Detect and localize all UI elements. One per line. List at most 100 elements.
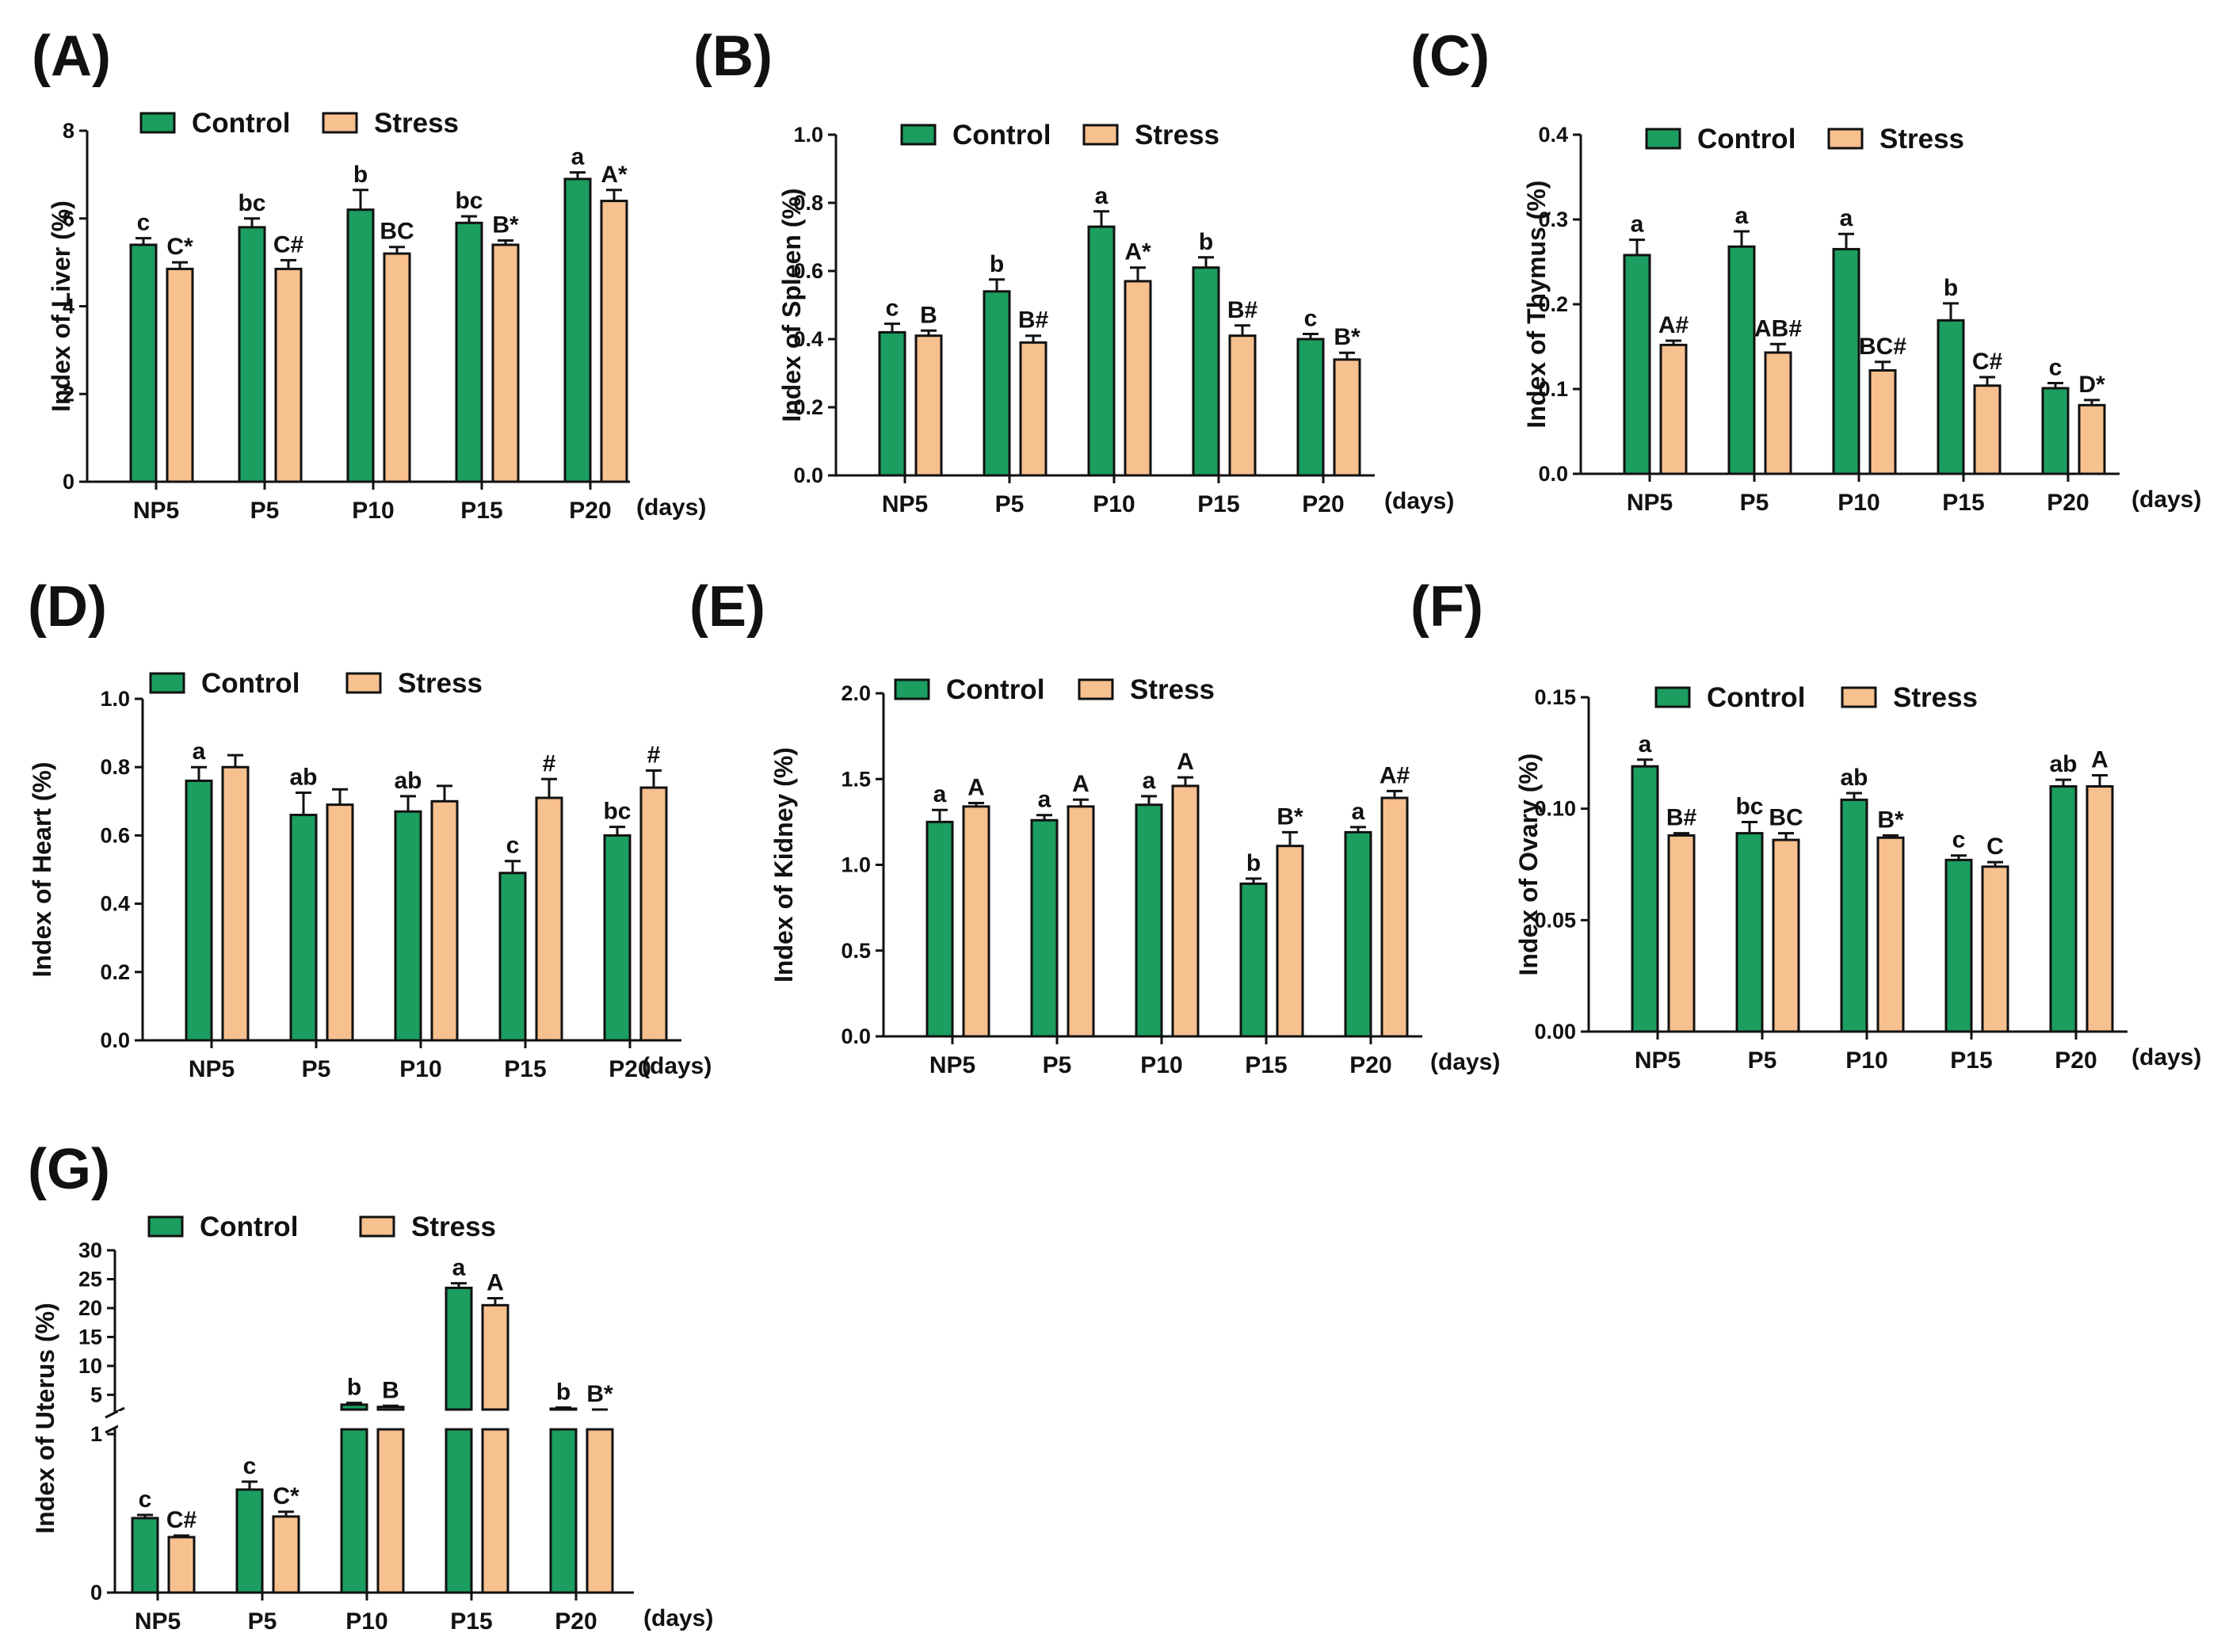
y-tick-label: 0.8 bbox=[793, 191, 823, 215]
bar-control-p10 bbox=[1087, 225, 1116, 477]
bar-control-p10 bbox=[346, 208, 375, 483]
x-tick-label: P5 bbox=[248, 1608, 277, 1635]
bar-control-p5 bbox=[1030, 818, 1059, 1038]
x-tick-label: P15 bbox=[1245, 1052, 1287, 1078]
legend-label-control: Control bbox=[201, 668, 300, 699]
significance-label: A* bbox=[601, 162, 628, 188]
x-tick-label: NP5 bbox=[929, 1052, 975, 1078]
legend-swatch-control bbox=[149, 672, 185, 694]
significance-label: ab bbox=[394, 768, 422, 794]
y-tick-label: 1.0 bbox=[841, 853, 871, 877]
significance-label: B* bbox=[586, 1381, 613, 1407]
y-tick-label: 8 bbox=[63, 119, 74, 143]
bar-control-p5 bbox=[983, 290, 1011, 477]
legend-swatch-stress bbox=[1078, 678, 1114, 700]
chart-panel-f: (F) Control Stress 0.00 0.05 0.10 0.15 Index of… bbox=[1410, 575, 2201, 1074]
significance-label: A bbox=[1072, 771, 1090, 797]
x-tick-label: NP5 bbox=[135, 1608, 181, 1635]
y-tick-label: 0.6 bbox=[793, 259, 823, 283]
significance-label: a bbox=[1840, 205, 1853, 231]
bar-control-p20 bbox=[2049, 785, 2078, 1033]
x-tick-label: P10 bbox=[1837, 490, 1879, 516]
significance-label: a bbox=[1631, 212, 1644, 238]
bar-stress-p10 bbox=[1124, 280, 1152, 477]
significance-label: AB# bbox=[1754, 315, 1802, 341]
significance-label: a bbox=[1038, 787, 1051, 813]
x-tick-label: P15 bbox=[1942, 490, 1984, 516]
bar-control-p15 bbox=[1239, 882, 1268, 1038]
panel-label: (D) bbox=[28, 575, 107, 639]
x-tick-label: P10 bbox=[1140, 1052, 1182, 1078]
y-tick-label: 1.5 bbox=[841, 767, 871, 791]
chart-panel-g: (G) Control Stress 5 10 15 20 25 30 0 1 Index of Ut… bbox=[28, 1138, 713, 1635]
x-axis-unit: (days) bbox=[1384, 488, 1454, 514]
bar-stress-p20 bbox=[600, 200, 628, 483]
x-tick-label: P5 bbox=[302, 1056, 331, 1082]
y-tick-label: 0.2 bbox=[793, 395, 823, 419]
panel-label: (G) bbox=[28, 1138, 110, 1201]
chart-panel-c: (C) Control Stress 0.0 0.1 0.2 0.3 0.4 Index of … bbox=[1410, 25, 2201, 516]
legend-swatch-control bbox=[894, 678, 930, 700]
x-tick-label: NP5 bbox=[1635, 1047, 1681, 1074]
y-axis-title: Index of Uterus (%) bbox=[31, 1303, 59, 1534]
significance-label: b bbox=[1246, 850, 1261, 876]
y-tick-label: 0.00 bbox=[1534, 1020, 1576, 1043]
x-tick-label: P5 bbox=[1748, 1047, 1777, 1074]
significance-label: a bbox=[571, 144, 585, 170]
bar-stress-p15 bbox=[481, 1428, 509, 1594]
bar-stress-p20 bbox=[2078, 403, 2106, 475]
significance-label: c bbox=[1952, 827, 1966, 853]
significance-label: A bbox=[1177, 749, 1194, 775]
legend-swatch-control bbox=[1645, 128, 1681, 150]
y-tick-label: 0.0 bbox=[100, 1028, 130, 1052]
panel-label: (E) bbox=[689, 575, 765, 639]
panel-label: (A) bbox=[32, 25, 111, 88]
bar-stress-p15 bbox=[1276, 845, 1304, 1038]
x-tick-label: P15 bbox=[460, 498, 502, 524]
legend-label-control: Control bbox=[946, 674, 1044, 705]
x-tick-label: P15 bbox=[1197, 491, 1239, 517]
legend-swatch-stress bbox=[1841, 686, 1877, 708]
bar-stress-np5 bbox=[914, 334, 943, 477]
significance-label: b bbox=[556, 1379, 571, 1405]
significance-label: C* bbox=[273, 1483, 300, 1509]
bar-control-p10 bbox=[1832, 247, 1860, 475]
significance-label: B# bbox=[1227, 297, 1258, 323]
significance-label: A* bbox=[1124, 239, 1151, 265]
legend-label-stress: Stress bbox=[374, 108, 459, 139]
significance-label: # bbox=[647, 742, 661, 769]
bar-stress-p20 bbox=[2086, 785, 2114, 1033]
y-tick-label: 4 bbox=[63, 295, 74, 319]
x-tick-label: P20 bbox=[569, 498, 611, 524]
y-axis-title: Index of Heart (%) bbox=[28, 761, 56, 977]
bar-stress-p5 bbox=[1067, 805, 1095, 1038]
y-tick-label: 30 bbox=[78, 1238, 102, 1262]
y-axis-title: Index of Spleen (%) bbox=[777, 188, 806, 422]
legend-label-control: Control bbox=[1697, 124, 1795, 155]
significance-label: a bbox=[933, 781, 947, 807]
bar-stress-p15 bbox=[1228, 334, 1257, 477]
panel-label: (C) bbox=[1410, 25, 1490, 88]
significance-label: c bbox=[2049, 355, 2063, 381]
significance-label: bc bbox=[1735, 794, 1763, 820]
bar-upper-control-p10 bbox=[340, 1403, 368, 1411]
significance-label: B* bbox=[1334, 324, 1360, 350]
legend-label-stress: Stress bbox=[1893, 682, 1978, 713]
legend-swatch-control bbox=[900, 124, 937, 146]
significance-label: a bbox=[1143, 768, 1156, 794]
bar-upper-stress-p10 bbox=[376, 1406, 405, 1411]
x-tick-label: P15 bbox=[504, 1056, 546, 1082]
chart-panel-e: (E) Control Stress 0.0 0.5 1.0 1.5 2.0 Index of … bbox=[689, 575, 1500, 1078]
x-tick-label: P15 bbox=[1950, 1047, 1992, 1074]
bar-control-p15 bbox=[1944, 858, 1973, 1033]
x-tick-label: P10 bbox=[1845, 1047, 1887, 1074]
y-axis-title: Index of Ovary (%) bbox=[1514, 754, 1543, 976]
panel-label: (B) bbox=[693, 25, 773, 88]
x-tick-label: P20 bbox=[609, 1056, 651, 1082]
x-tick-label: P20 bbox=[2047, 490, 2089, 516]
bar-stress-p20 bbox=[1333, 358, 1361, 477]
significance-label: a bbox=[1352, 799, 1365, 825]
x-tick-label: P10 bbox=[352, 498, 394, 524]
bar-stress-p15 bbox=[491, 243, 520, 483]
